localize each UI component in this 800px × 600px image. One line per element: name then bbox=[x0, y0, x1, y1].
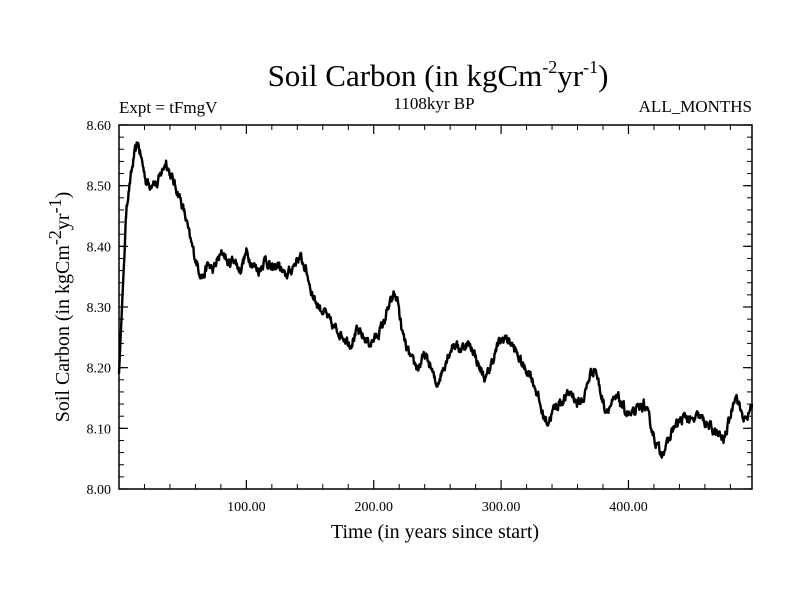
y-tick-label: 8.00 bbox=[87, 483, 112, 498]
y-tick-label: 8.20 bbox=[87, 362, 112, 377]
x-axis-label: Time (in years since start) bbox=[331, 521, 539, 543]
y-tick-label: 8.60 bbox=[87, 119, 112, 134]
x-tick-label: 200.00 bbox=[354, 500, 393, 515]
x-tick-label: 400.00 bbox=[609, 500, 648, 515]
y-axis-label: Soil Carbon (in kgCm-2yr-1) bbox=[45, 192, 74, 423]
x-tick-label: 100.00 bbox=[227, 500, 266, 515]
x-axis-ticks: 100.00 200.00 300.00 400.00 bbox=[143, 125, 731, 515]
months-label: ALL_MONTHS bbox=[639, 97, 752, 116]
y-tick-label: 8.40 bbox=[87, 240, 112, 255]
chart-title: Soil Carbon (in kgCm-2yr-1) bbox=[268, 57, 609, 93]
experiment-label: Expt = tFmgV bbox=[119, 98, 218, 117]
y-tick-label: 8.50 bbox=[87, 180, 112, 195]
y-tick-label: 8.10 bbox=[87, 422, 112, 437]
y-tick-label: 8.30 bbox=[87, 301, 112, 316]
soil-carbon-series-line bbox=[117, 141, 754, 459]
period-label: 1108kyr BP bbox=[393, 94, 474, 113]
y-axis-ticks: 8.00 8.10 8.20 8.30 8.40 8.50 8.60 bbox=[87, 119, 752, 498]
plot-frame bbox=[118, 124, 753, 490]
x-tick-label: 300.00 bbox=[482, 500, 521, 515]
